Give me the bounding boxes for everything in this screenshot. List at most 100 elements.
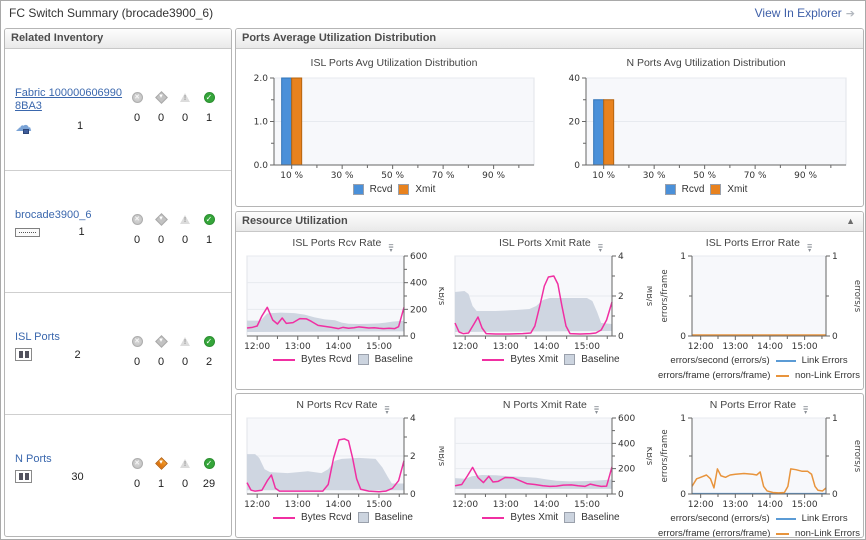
collapse-panel-icon[interactable]: ▲ bbox=[846, 216, 855, 226]
n-dist-chart: N Ports Avg Utilization Distribution 10 … bbox=[556, 57, 856, 195]
svg-text:14:00: 14:00 bbox=[325, 342, 351, 352]
bytes-rcvd-label: Bytes Rcvd bbox=[301, 512, 352, 523]
svg-text:14:00: 14:00 bbox=[533, 342, 559, 352]
svg-text:13:00: 13:00 bbox=[493, 500, 519, 510]
svg-text:0: 0 bbox=[832, 332, 838, 342]
resource-utilization-panel: Resource Utilization ▲ ISL Ports Rcv Rat… bbox=[235, 211, 864, 390]
isl-rcv-plot: 12:00 13:00 14:00 15:00 0 200 400 600 KB/s bbox=[242, 252, 446, 352]
svg-text:14:00: 14:00 bbox=[533, 500, 559, 510]
n-ports-link[interactable]: N Ports bbox=[15, 453, 52, 465]
chart-menu-icon[interactable]: ≡ ▾ bbox=[806, 241, 813, 255]
status-marginal-count: 0 bbox=[157, 112, 165, 124]
status-healthy-count: 2 bbox=[205, 356, 213, 368]
baseline-label: Baseline bbox=[374, 512, 413, 523]
bytes-rcvd-swatch bbox=[273, 358, 296, 361]
baseline-swatch bbox=[564, 512, 576, 523]
bytes-rcvd-label: Bytes Rcvd bbox=[301, 354, 352, 365]
status-down-icon: ✕ bbox=[131, 335, 144, 348]
bytes-xmit-swatch bbox=[482, 516, 505, 519]
svg-text:50 %: 50 % bbox=[381, 171, 404, 181]
svg-text:KB/s: KB/s bbox=[436, 287, 444, 306]
svg-text:90 %: 90 % bbox=[482, 171, 505, 181]
svg-text:0: 0 bbox=[680, 332, 686, 342]
chart-menu-icon[interactable]: ≡ ▾ bbox=[597, 241, 604, 255]
status-marginal-count: 0 bbox=[157, 356, 165, 368]
svg-text:errors/s: errors/s bbox=[852, 280, 860, 313]
status-warning-icon: ! bbox=[179, 91, 192, 104]
svg-text:KB/s: KB/s bbox=[644, 447, 652, 466]
n-ports-status-group: ✕ 0 ▾ 1 ! 0 ✓ 29 bbox=[125, 457, 221, 536]
xmit-label: Xmit bbox=[727, 184, 748, 195]
status-down-count: 0 bbox=[133, 356, 141, 368]
svg-text:0: 0 bbox=[574, 161, 580, 171]
svg-text:0: 0 bbox=[618, 490, 624, 500]
svg-text:400: 400 bbox=[410, 279, 427, 289]
status-warning-icon: ! bbox=[179, 335, 192, 348]
distribution-panel-header: Ports Average Utilization Distribution bbox=[236, 29, 863, 49]
n-ports-charts-panel: N Ports Rcv Rate ≡ ▾ 12:00 13:00 14:00 15:00 0… bbox=[235, 393, 864, 538]
errors-second-unit-label: errors/second (errors/s) bbox=[670, 513, 770, 524]
isl-xmit-legend: Bytes Xmit Baseline bbox=[450, 354, 652, 365]
n-dist-legend: Rcvd Xmit bbox=[556, 184, 856, 195]
view-in-explorer-label: View In Explorer bbox=[754, 6, 842, 20]
chart-title: ISL Ports Rcv Rate bbox=[292, 237, 382, 249]
errors-second-unit-label: errors/second (errors/s) bbox=[670, 355, 770, 366]
fabric-link[interactable]: Fabric 1000006069908BA3 bbox=[15, 87, 123, 112]
svg-text:15:00: 15:00 bbox=[792, 342, 818, 352]
svg-text:4: 4 bbox=[410, 414, 416, 424]
chart-title: N Ports Xmit Rate bbox=[502, 399, 587, 411]
status-warning-icon: ! bbox=[179, 213, 192, 226]
chart-menu-icon[interactable]: ≡ ▾ bbox=[803, 403, 809, 417]
svg-text:12:00: 12:00 bbox=[244, 342, 270, 352]
svg-text:13:00: 13:00 bbox=[285, 342, 311, 352]
svg-text:13:00: 13:00 bbox=[722, 342, 748, 352]
svg-text:1: 1 bbox=[680, 414, 686, 424]
xmit-swatch bbox=[710, 184, 722, 195]
chart-menu-icon[interactable]: ≡ ▾ bbox=[593, 403, 600, 417]
svg-text:70 %: 70 % bbox=[744, 171, 767, 181]
chart-menu-icon[interactable]: ≡ ▾ bbox=[384, 403, 390, 417]
title-bar: FC Switch Summary (brocade3900_6) View I… bbox=[1, 1, 865, 25]
n-rcv-legend: Bytes Rcvd Baseline bbox=[242, 512, 444, 523]
status-down-icon: ✕ bbox=[131, 213, 144, 226]
fabric-icon: ☁ bbox=[15, 116, 32, 135]
page-title: FC Switch Summary (brocade3900_6) bbox=[9, 6, 214, 20]
svg-text:12:00: 12:00 bbox=[688, 342, 714, 352]
status-down-count: 0 bbox=[133, 234, 141, 246]
svg-text:200: 200 bbox=[618, 465, 635, 475]
non-link-errors-swatch bbox=[776, 532, 790, 535]
svg-text:10 %: 10 % bbox=[280, 171, 303, 181]
status-warning-count: 0 bbox=[181, 356, 189, 368]
isl-ports-count: 2 bbox=[74, 348, 81, 361]
bytes-xmit-label: Bytes Xmit bbox=[510, 354, 559, 365]
chart-menu-icon[interactable]: ≡ ▾ bbox=[388, 241, 394, 255]
link-errors-swatch bbox=[775, 359, 796, 362]
isl-xmit-chart: ISL Ports Xmit Rate ≡ ▾ 12:00 13:00 14:00 15:… bbox=[450, 237, 654, 365]
link-errors-swatch bbox=[775, 517, 796, 520]
status-warning-count: 0 bbox=[181, 112, 189, 124]
svg-text:12:00: 12:00 bbox=[452, 342, 478, 352]
view-in-explorer-link[interactable]: View In Explorer ➔ bbox=[755, 6, 855, 20]
baseline-swatch bbox=[564, 354, 576, 365]
svg-text:errors/s: errors/s bbox=[852, 440, 860, 473]
status-marginal-icon: ▾ bbox=[154, 457, 168, 470]
resource-utilization-header: Resource Utilization ▲ bbox=[236, 212, 863, 232]
chart-title: N Ports Avg Utilization Distribution bbox=[626, 57, 786, 69]
status-marginal-count: 1 bbox=[157, 478, 165, 490]
switch-link[interactable]: brocade3900_6 bbox=[15, 209, 92, 221]
bytes-xmit-label: Bytes Xmit bbox=[510, 512, 559, 523]
svg-text:15:00: 15:00 bbox=[792, 500, 818, 510]
errors-frame-unit-label: errors/frame (errors/frame) bbox=[658, 370, 771, 381]
svg-text:0: 0 bbox=[680, 490, 686, 500]
right-arrow-icon: ➔ bbox=[845, 7, 855, 20]
isl-rcv-legend: Bytes Rcvd Baseline bbox=[242, 354, 444, 365]
inventory-row-isl-ports: ISL Ports 2 ✕ 0 ▾ 0 ! 0 ✓ 2 bbox=[5, 293, 231, 415]
inventory-row-fabric: Fabric 1000006069908BA3 ☁ 1 ✕ 0 ▾ 0 ! 0 ✓ 1 bbox=[5, 49, 231, 171]
svg-text:1: 1 bbox=[680, 252, 686, 262]
isl-ports-link[interactable]: ISL Ports bbox=[15, 331, 60, 343]
n-rcv-plot: 12:00 13:00 14:00 15:00 0 2 4 MB/s bbox=[242, 414, 446, 510]
svg-text:0: 0 bbox=[410, 332, 416, 342]
n-error-chart: N Ports Error Rate ≡ ▾ 12:00 13:00 14:00 15:0… bbox=[658, 399, 862, 537]
non-link-errors-swatch bbox=[776, 374, 790, 377]
